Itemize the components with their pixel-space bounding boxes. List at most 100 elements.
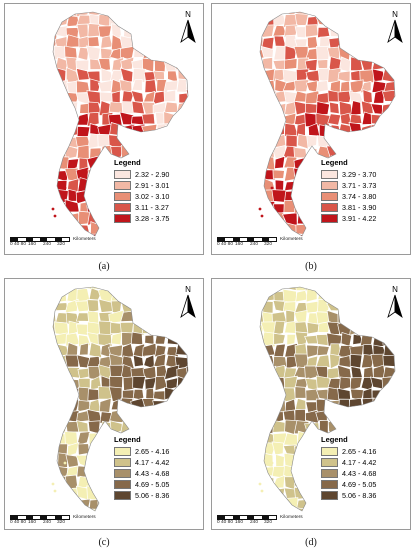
province-region — [261, 344, 276, 357]
province-region — [130, 90, 144, 103]
legend-label: 4.69 - 5.05 — [342, 480, 377, 489]
province-region — [176, 486, 188, 502]
province-region — [392, 465, 395, 479]
province-region — [260, 475, 265, 489]
scale-unit: Kilometers — [73, 237, 96, 242]
province-region — [185, 333, 188, 346]
province-region — [329, 233, 343, 236]
province-region — [175, 168, 188, 183]
legend-item: 3.74 - 3.80 — [321, 191, 376, 202]
province-region — [54, 12, 70, 16]
province-region — [185, 431, 188, 446]
province-region — [348, 122, 363, 137]
scale-tick-label: 0 — [10, 242, 13, 247]
province-region — [260, 376, 264, 389]
province-region — [260, 112, 264, 127]
province-region — [174, 507, 188, 511]
province-region — [187, 46, 188, 61]
province-region — [261, 452, 274, 468]
province-region — [87, 179, 99, 193]
north-arrow-c: N — [177, 285, 199, 319]
north-arrow-icon — [387, 19, 403, 44]
province-region — [143, 507, 158, 511]
province-region — [272, 169, 285, 179]
legend-item: 5.06 - 8.36 — [321, 490, 376, 501]
scale-tick-label: 240 — [43, 520, 52, 525]
province-region — [98, 58, 111, 72]
province-region — [56, 498, 66, 511]
caption-c: (c) — [98, 537, 110, 548]
province-region — [187, 211, 188, 227]
legend-swatch — [114, 203, 131, 212]
province-region — [372, 46, 386, 61]
province-region — [141, 113, 156, 125]
legend-label: 3.71 - 3.73 — [342, 181, 377, 190]
province-region — [340, 27, 352, 39]
legend-swatch — [114, 181, 131, 190]
province-region — [338, 355, 352, 368]
province-region — [152, 420, 166, 434]
province-region — [361, 12, 374, 27]
province-region — [338, 133, 354, 148]
province-region — [260, 221, 266, 236]
legend-b: Legend 3.29 - 3.70 3.71 - 3.73 3.74 - 3.80… — [321, 158, 376, 224]
province-region — [260, 36, 275, 50]
legend-label: 3.02 - 3.10 — [135, 192, 170, 201]
province-region — [142, 12, 157, 16]
province-region — [142, 310, 157, 324]
province-region — [53, 79, 69, 95]
province-region — [393, 100, 395, 116]
legend-item: 3.91 - 4.22 — [321, 213, 376, 224]
province-region — [175, 222, 188, 236]
province-region — [152, 223, 167, 236]
province-region — [340, 12, 352, 16]
province-region — [53, 345, 58, 359]
legend-swatch — [114, 458, 131, 467]
province-region — [97, 442, 114, 456]
province-region — [359, 411, 375, 424]
province-region — [153, 288, 167, 301]
province-region — [53, 496, 57, 511]
island — [53, 489, 57, 493]
province-region — [348, 234, 365, 236]
province-region — [187, 387, 188, 401]
province-region — [371, 287, 384, 289]
province-region — [394, 453, 395, 469]
province-region — [285, 134, 298, 148]
province-region — [119, 223, 135, 236]
legend-item: 4.69 - 5.05 — [114, 479, 169, 490]
province-region — [392, 122, 395, 135]
province-region — [393, 144, 395, 159]
province-region — [100, 47, 113, 61]
province-region — [66, 158, 80, 172]
province-region — [372, 507, 386, 511]
province-region — [97, 222, 114, 236]
province-region — [361, 36, 376, 50]
legend-swatch — [321, 181, 338, 190]
province-region — [373, 89, 385, 104]
province-region — [166, 397, 179, 414]
province-region — [260, 191, 265, 204]
province-region — [163, 89, 176, 102]
province-region — [86, 90, 103, 105]
province-region — [164, 101, 179, 113]
province-region — [163, 233, 180, 236]
legend-label: 3.29 - 3.70 — [342, 170, 377, 179]
province-region — [142, 46, 158, 59]
province-region — [294, 179, 310, 193]
scale-bar-d: Kilometers 0 40 80 160 240 320 — [217, 515, 303, 525]
caption-b: (b) — [305, 261, 317, 272]
province-region — [174, 45, 188, 58]
province-region — [53, 155, 59, 170]
scale-bar-b: Kilometers 0 40 80 160 240 320 — [217, 237, 303, 247]
province-region — [273, 332, 286, 345]
island — [260, 489, 264, 493]
province-region — [306, 322, 320, 335]
province-region — [176, 399, 188, 412]
legend-label: 4.17 - 4.42 — [135, 458, 170, 467]
province-region — [260, 200, 276, 215]
province-region — [383, 177, 395, 192]
province-region — [121, 287, 136, 302]
province-region — [261, 114, 276, 125]
province-region — [304, 422, 320, 433]
